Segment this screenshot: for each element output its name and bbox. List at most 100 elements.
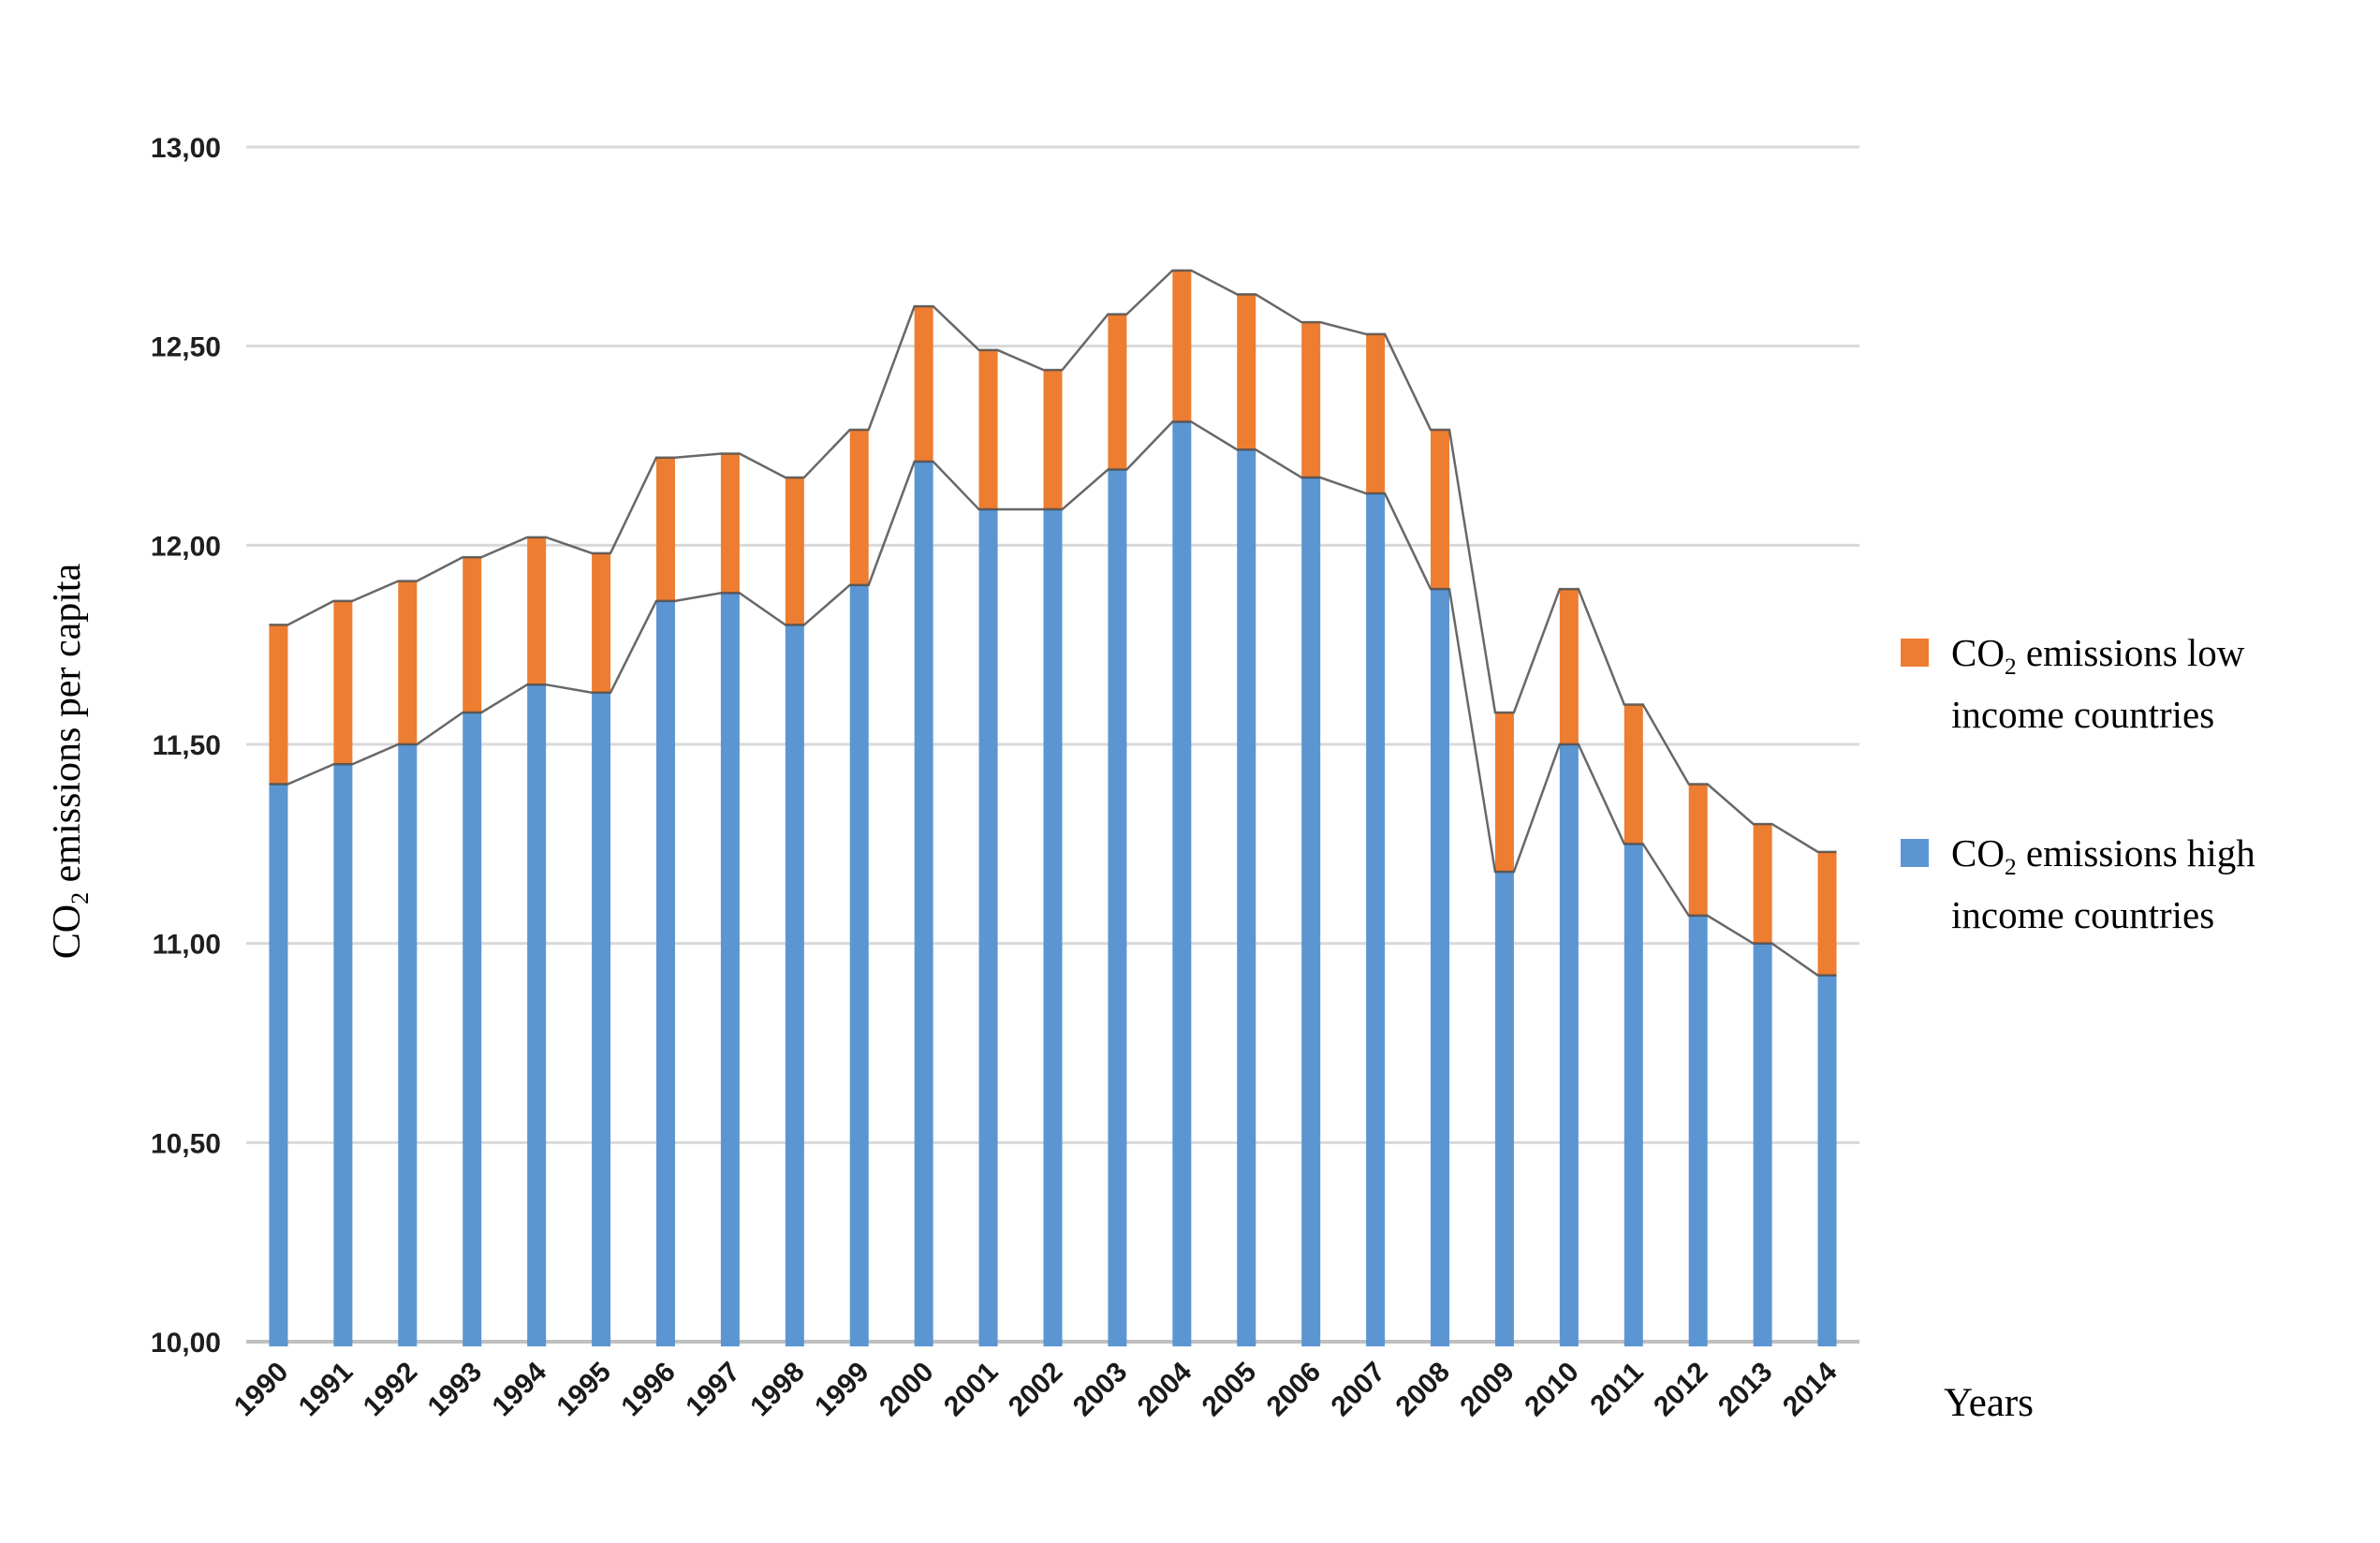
x-tick-label: 2001: [938, 1357, 1005, 1423]
bar-low-2002: [1043, 370, 1063, 510]
y-axis-title: CO2 emissions per capita: [45, 513, 95, 1009]
bar-low-1997: [720, 453, 740, 594]
x-tick-label: 1995: [551, 1357, 617, 1423]
bar-high-1992: [398, 744, 418, 1346]
bar-high-1996: [655, 600, 675, 1346]
x-tick-label: 1990: [228, 1357, 295, 1423]
bar-low-2003: [1108, 314, 1127, 470]
legend: CO2 emissions low income countries CO2 em…: [1901, 629, 2350, 1030]
bar-high-2008: [1431, 589, 1450, 1346]
bar-high-1998: [785, 625, 804, 1346]
x-tick-label: 2005: [1197, 1357, 1263, 1423]
bar-low-1993: [463, 557, 482, 713]
legend-high-line1: emissions high: [2016, 830, 2255, 874]
legend-label-high-income: CO2 emissions high income countries: [1951, 830, 2255, 939]
bar-low-2005: [1237, 294, 1256, 450]
bar-low-1998: [785, 478, 804, 625]
x-axis-title: Years: [1944, 1381, 2034, 1425]
legend-swatch-low-income: [1901, 639, 1929, 667]
y-axis-title-prefix: CO: [46, 904, 89, 960]
bar-high-1991: [333, 764, 353, 1346]
bar-low-2010: [1559, 589, 1579, 744]
bar-low-2011: [1623, 704, 1643, 845]
legend-label-low-income: CO2 emissions low income countries: [1951, 629, 2244, 739]
x-tick-label: 2006: [1261, 1357, 1328, 1423]
bar-high-2007: [1366, 493, 1386, 1346]
bar-high-2012: [1688, 915, 1708, 1346]
bar-low-2001: [978, 349, 998, 510]
x-tick-label: 2014: [1777, 1356, 1844, 1422]
bar-high-2003: [1108, 469, 1127, 1346]
bar-high-2005: [1237, 449, 1256, 1347]
legend-item-high-income: CO2 emissions high income countries: [1901, 830, 2350, 939]
bar-low-1990: [269, 625, 288, 785]
legend-low-prefix: CO: [1951, 631, 2005, 674]
legend-high-subscript: 2: [2004, 853, 2017, 880]
bar-low-1992: [398, 580, 418, 744]
x-tick-label: 2010: [1519, 1357, 1585, 1423]
x-tick-label: 2004: [1132, 1356, 1198, 1422]
bar-high-2011: [1623, 844, 1643, 1346]
y-axis-title-rest: emissions per capita: [46, 563, 89, 892]
x-tick-label: 2008: [1389, 1357, 1456, 1423]
high-income-emissions-line: [269, 420, 1837, 977]
bar-low-2006: [1301, 322, 1321, 478]
y-tick-label: 12,50: [151, 332, 221, 363]
legend-high-prefix: CO: [1951, 830, 2005, 874]
bar-low-2008: [1431, 429, 1450, 590]
bar-low-1995: [592, 552, 611, 693]
bar-low-1994: [527, 536, 547, 685]
legend-low-line2: income countries: [1951, 692, 2215, 736]
bar-low-2013: [1753, 824, 1772, 944]
x-tick-label: 1994: [487, 1356, 553, 1422]
x-tick-label: 2013: [1712, 1357, 1779, 1423]
x-tick-label: 1997: [680, 1357, 746, 1423]
legend-swatch-high-income: [1901, 838, 1929, 867]
legend-low-line1: emissions low: [2016, 631, 2245, 674]
bar-high-2004: [1172, 421, 1192, 1347]
x-tick-label: 2011: [1584, 1357, 1649, 1421]
bar-high-2006: [1301, 478, 1321, 1346]
bar-low-2000: [914, 306, 933, 463]
x-tick-label: 1998: [744, 1357, 811, 1423]
bar-high-2001: [978, 509, 998, 1346]
bar-low-2009: [1494, 712, 1514, 873]
bar-high-2013: [1753, 943, 1772, 1346]
bar-low-2004: [1172, 270, 1192, 422]
bar-high-2010: [1559, 744, 1579, 1346]
bar-low-2014: [1817, 851, 1837, 976]
x-tick-label: 2007: [1326, 1357, 1392, 1423]
bar-low-1999: [849, 429, 869, 585]
x-tick-label: 1999: [809, 1357, 875, 1423]
y-tick-label: 10,00: [151, 1328, 221, 1359]
bar-high-1994: [527, 684, 547, 1346]
bar-high-2002: [1043, 509, 1063, 1346]
bar-high-1999: [849, 584, 869, 1346]
bar-high-1990: [269, 784, 288, 1346]
bar-high-1995: [592, 692, 611, 1346]
x-tick-label: 2000: [874, 1357, 940, 1423]
x-tick-label: 1991: [293, 1357, 360, 1423]
y-tick-label: 12,00: [151, 531, 221, 562]
bar-high-1997: [720, 593, 740, 1346]
x-tick-label: 2009: [1454, 1357, 1521, 1423]
y-tick-label: 13,00: [151, 133, 221, 164]
bar-low-1996: [655, 457, 675, 601]
bar-high-2014: [1817, 975, 1837, 1346]
bar-low-1991: [333, 600, 353, 765]
y-tick-label: 10,50: [151, 1128, 221, 1159]
bar-low-2007: [1366, 333, 1386, 494]
y-tick-label: 11,00: [153, 930, 221, 961]
total-emissions-line: [269, 269, 1837, 854]
x-tick-label: 2002: [1003, 1357, 1069, 1423]
legend-low-subscript: 2: [2004, 653, 2017, 680]
y-tick-label: 11,50: [153, 730, 221, 761]
bar-high-2000: [914, 462, 933, 1347]
legend-item-low-income: CO2 emissions low income countries: [1901, 629, 2350, 739]
x-tick-label: 1993: [422, 1357, 489, 1423]
bar-high-2009: [1494, 872, 1514, 1346]
x-tick-label: 1992: [358, 1357, 424, 1423]
x-tick-label: 1996: [615, 1357, 682, 1423]
